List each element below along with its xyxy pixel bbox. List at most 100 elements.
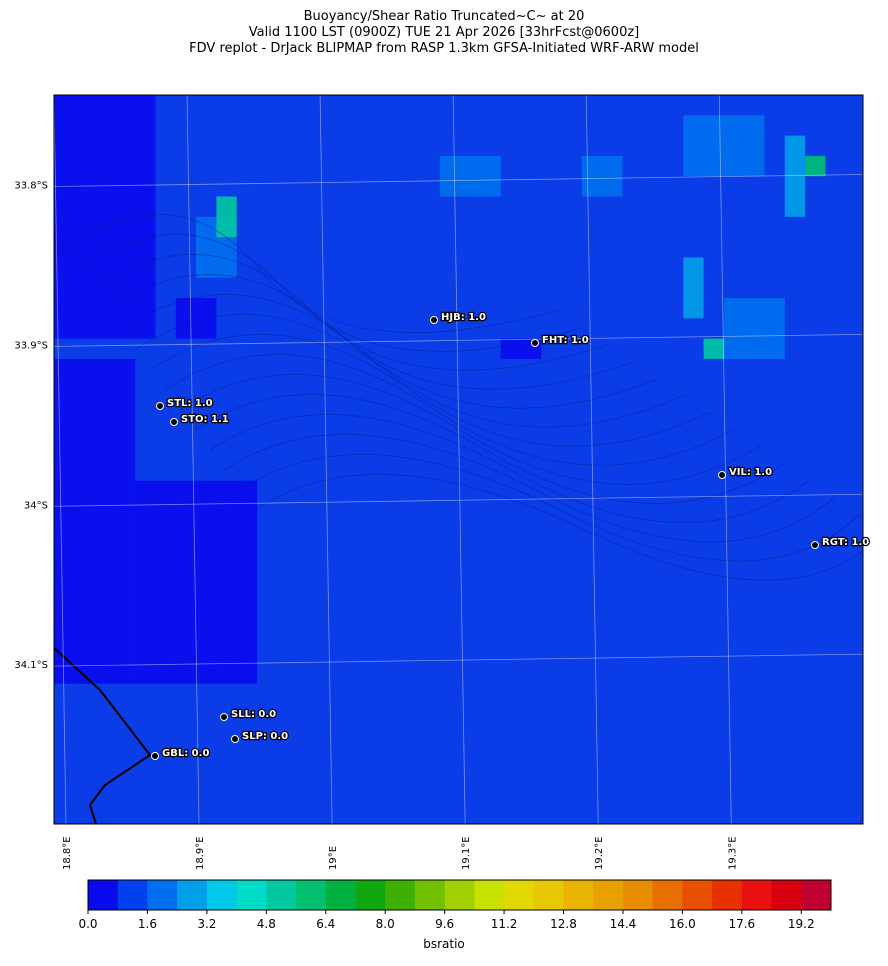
station-label: GBL: 0.0 — [162, 748, 209, 759]
title: Buoyancy/Shear Ratio Truncated~C~ at 20 — [304, 9, 585, 24]
station-marker — [156, 402, 164, 410]
colorbar-swatch — [741, 880, 773, 910]
raster-cell — [439, 155, 501, 197]
contour — [149, 334, 711, 447]
colorbar-swatch — [296, 880, 327, 910]
station-marker — [430, 316, 438, 324]
map-background — [54, 95, 863, 824]
lon-tick-label: 19°E — [328, 846, 339, 870]
lon-tick-label: 18.9°E — [195, 836, 206, 870]
title: FDV replot - DrJack BLIPMAP from RASP 1.… — [189, 41, 699, 56]
colorbar-swatch — [622, 880, 654, 910]
grid-line — [452, 95, 466, 824]
raster-cell — [784, 135, 806, 217]
colorbar-swatch — [533, 880, 565, 910]
station-label: FHT: 1.0 — [542, 335, 589, 346]
raster-cell — [805, 155, 826, 177]
grid-line — [54, 174, 863, 187]
contour — [59, 214, 561, 333]
raster-cell — [135, 480, 257, 684]
raster-cell — [54, 358, 136, 684]
colorbar-swatch — [147, 880, 178, 910]
colorbar-tick-label: 8.0 — [376, 917, 395, 931]
station-label: SLL: 0.0 — [231, 709, 276, 720]
map-frame — [53, 94, 864, 825]
map-area — [54, 95, 863, 824]
colorbar-swatch — [266, 880, 297, 910]
colorbar-tick-label: 0.0 — [78, 917, 97, 931]
lat-tick-label: 33.8°S — [14, 181, 48, 192]
contour — [119, 294, 661, 409]
contour — [224, 434, 836, 543]
raster-cell — [54, 95, 156, 339]
contour — [194, 394, 786, 504]
lat-tick-label: 33.9°S — [14, 340, 48, 351]
contour — [209, 414, 811, 523]
station-label: STO: 1.1 — [181, 414, 229, 425]
station-marker — [811, 541, 819, 549]
station-label: SLP: 0.0 — [242, 731, 288, 742]
colorbar-swatch — [88, 880, 119, 910]
station-label: HJB: 1.0 — [441, 312, 486, 323]
grid-line — [54, 493, 863, 507]
colorbar-tick-label: 1.6 — [138, 917, 157, 931]
station-marker — [151, 752, 159, 760]
grid-line — [718, 95, 732, 824]
colorbar-tick-label: 16.0 — [669, 917, 696, 931]
raster-cell — [683, 257, 704, 319]
raster-cell — [581, 155, 623, 197]
raster-cell — [723, 298, 785, 359]
colorbar-tick-label: 17.6 — [728, 917, 755, 931]
colorbar-swatch — [206, 880, 238, 910]
station-label: STL: 1.0 — [167, 398, 213, 409]
colorbar-swatch — [593, 880, 624, 910]
colorbar-swatch — [236, 880, 267, 910]
lon-tick-label: 19.3°E — [727, 836, 738, 870]
lat-tick-label: 34°S — [24, 500, 48, 511]
grid-line — [319, 95, 333, 824]
colorbar-swatch — [682, 880, 713, 910]
colorbar-tick-label: 19.2 — [788, 917, 815, 931]
colorbar-swatch — [801, 880, 832, 910]
colorbar-swatch — [444, 880, 475, 910]
contour — [104, 274, 636, 390]
colorbar-swatch — [117, 880, 148, 910]
colorbar-swatch — [474, 880, 505, 910]
contour — [179, 374, 761, 485]
raster-cell — [500, 338, 542, 359]
station-label: RGT: 1.0 — [822, 537, 869, 548]
station-marker — [531, 339, 539, 347]
contour — [164, 354, 736, 466]
station-marker — [231, 735, 239, 743]
lon-tick-label: 19.2°E — [594, 836, 605, 870]
colorbar-swatch — [563, 880, 594, 910]
raster-cell — [703, 338, 724, 359]
lat-tick-label: 34.1°S — [14, 660, 48, 671]
colorbar-swatch — [414, 880, 446, 910]
colorbar-swatch — [385, 880, 416, 910]
colorbar-tick-label: 3.2 — [197, 917, 216, 931]
colorbar-tick-label: 11.2 — [491, 917, 518, 931]
colorbar-frame — [87, 879, 832, 911]
grid-line — [54, 333, 863, 347]
title: Valid 1100 LST (0900Z) TUE 21 Apr 2026 [… — [249, 25, 640, 40]
station-label: VIL: 1.0 — [729, 467, 772, 478]
station-marker — [220, 713, 228, 721]
colorbar-tick-label: 9.6 — [435, 917, 454, 931]
grid-line — [186, 95, 200, 824]
colorbar-tick-label: 14.4 — [610, 917, 637, 931]
grid-line — [585, 95, 599, 824]
colorbar-tick-label: 4.8 — [257, 917, 276, 931]
colorbar-swatch — [771, 880, 802, 910]
contour — [239, 454, 861, 562]
contour — [254, 474, 863, 581]
lon-tick-label: 19.1°E — [461, 836, 472, 870]
station-marker — [170, 418, 178, 426]
raster-cell — [683, 115, 765, 177]
station-marker — [718, 471, 726, 479]
raster-cell — [175, 298, 217, 339]
colorbar-tick-label: 6.4 — [316, 917, 335, 931]
colorbar-tick-label: 12.8 — [550, 917, 577, 931]
colorbar-swatch — [504, 880, 535, 910]
raster-cell — [216, 196, 237, 238]
